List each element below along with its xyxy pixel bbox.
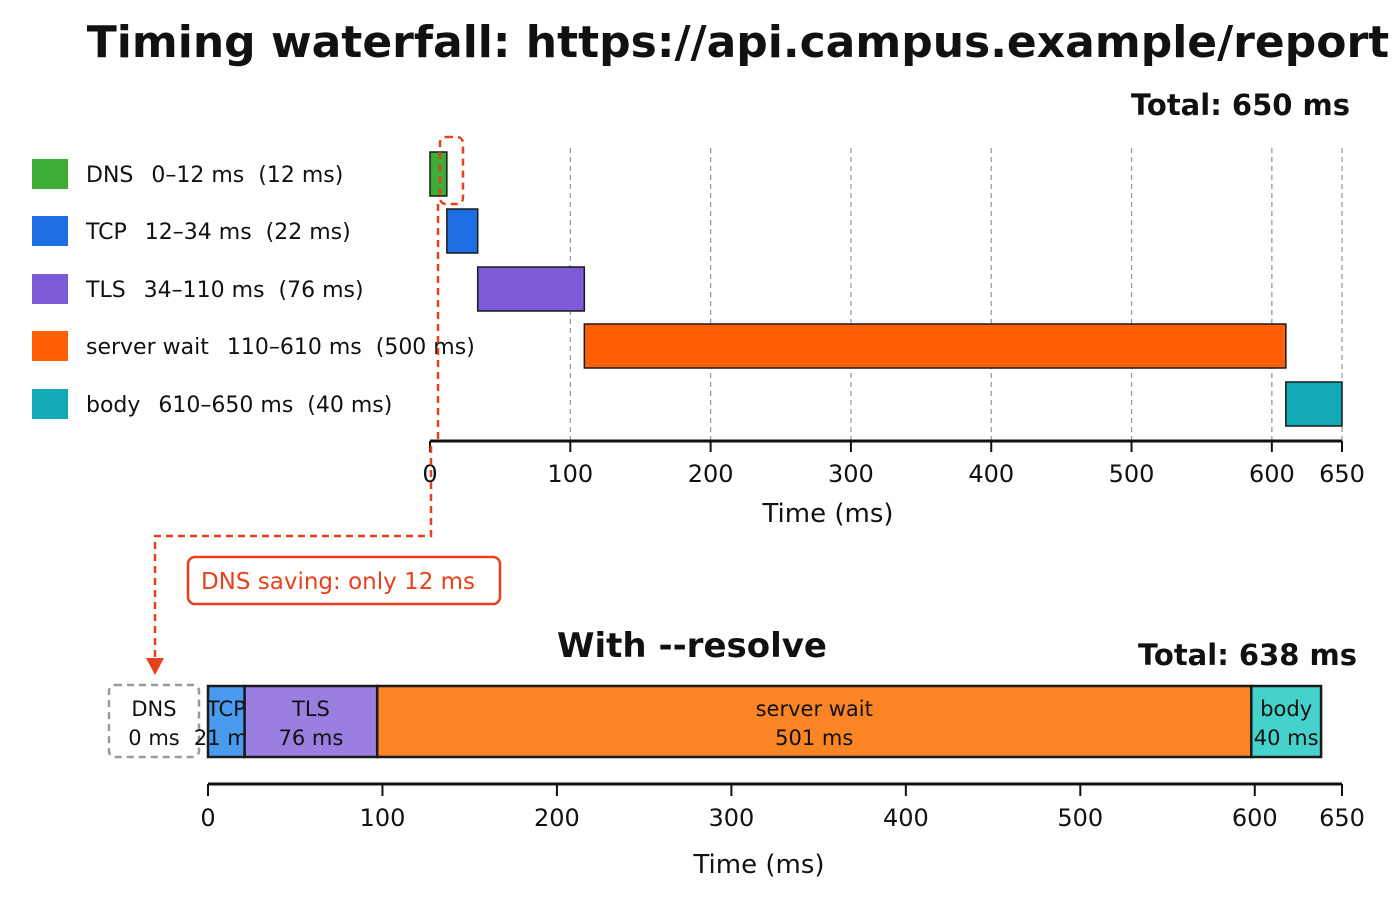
removed-dns-name: DNS — [131, 697, 176, 721]
legend-phase-duration: (500 ms) — [376, 335, 475, 360]
legend-phase-range: 610–650 ms — [158, 393, 293, 418]
legend-phase-name: body — [86, 393, 140, 418]
segment-name-tcp: TCP — [206, 697, 246, 721]
top-x-axis-label: Time (ms) — [761, 499, 893, 529]
bar-tcp — [446, 208, 479, 254]
segment-value-body: 40 ms — [1254, 726, 1319, 750]
bottom-tick-label-400: 400 — [883, 804, 929, 832]
bottom-tick-label-600: 600 — [1232, 804, 1278, 832]
chart-title: Timing waterfall: https://api.campus.exa… — [87, 17, 1389, 68]
removed-dns-value: 0 ms — [128, 726, 179, 750]
top-tick-label-400: 400 — [968, 460, 1014, 488]
legend-phase-duration: (12 ms) — [258, 163, 343, 188]
top-bars — [429, 151, 1343, 427]
segment-value-server-wait: 501 ms — [775, 726, 853, 750]
dns-saving-box — [186, 555, 502, 606]
bar-dns — [429, 151, 448, 197]
bottom-tick-label-0: 0 — [200, 804, 215, 832]
top-tick-label-300: 300 — [828, 460, 874, 488]
segment-server-wait — [375, 684, 1253, 759]
legend-phase-duration: (22 ms) — [266, 220, 351, 245]
legend-phase-range: 0–12 ms — [151, 163, 244, 188]
segment-value-tls: 76 ms — [279, 726, 344, 750]
bottom-x-ticks: 0 100 200 300 400 500 600 650 — [200, 784, 1365, 832]
top-total-label: Total: 650 ms — [1131, 88, 1350, 122]
top-tick-label-100: 100 — [547, 460, 593, 488]
legend-swatch-body — [32, 389, 68, 419]
bar-tls — [476, 266, 586, 312]
dns-highlight-box — [438, 135, 465, 206]
segment-name-tls: TLS — [291, 697, 330, 721]
bottom-chart-title: With --resolve — [557, 626, 827, 666]
callout-arrowhead-icon — [146, 658, 164, 675]
legend-phase-name: TLS — [85, 278, 126, 303]
legend-phase-duration: (76 ms) — [279, 278, 364, 303]
bar-body — [1285, 381, 1343, 427]
bottom-x-axis-label: Time (ms) — [692, 850, 824, 880]
bottom-total-label: Total: 638 ms — [1138, 638, 1357, 672]
legend-label-tls: TLS 34–110 ms (76 ms) — [85, 278, 364, 303]
top-tick-label-200: 200 — [688, 460, 734, 488]
legend-swatch-dns — [32, 159, 68, 189]
segment-name-body: body — [1260, 697, 1312, 721]
top-tick-label-600: 600 — [1249, 460, 1295, 488]
top-tick-label-500: 500 — [1109, 460, 1155, 488]
legend-swatch-tcp — [32, 216, 68, 246]
dns-callout-connector — [153, 204, 440, 658]
legend-swatch-tls — [32, 274, 68, 304]
legend-swatch-server-wait — [32, 331, 68, 361]
bottom-tick-label-200: 200 — [534, 804, 580, 832]
dns-saving-label: DNS saving: only 12 ms — [201, 569, 475, 595]
legend-label-body: body 610–650 ms (40 ms) — [86, 393, 392, 418]
bottom-tick-label-500: 500 — [1057, 804, 1103, 832]
legend: DNS 0–12 ms (12 ms) TCP 12–34 ms (22 ms) TLS 34… — [32, 159, 475, 419]
legend-label-server-wait: server wait 110–610 ms (500 ms) — [86, 335, 475, 360]
removed-dns-box — [107, 683, 201, 759]
legend-phase-range: 110–610 ms — [227, 335, 362, 360]
bar-server-wait — [583, 323, 1287, 369]
segment-name-server-wait: server wait — [756, 697, 873, 721]
top-x-ticks: 0 100 200 300 400 500 600 650 — [422, 441, 1365, 488]
legend-phase-range: 34–110 ms — [144, 278, 265, 303]
legend-phase-duration: (40 ms) — [307, 393, 392, 418]
segment-tls — [243, 684, 379, 759]
legend-label-dns: DNS 0–12 ms (12 ms) — [86, 163, 343, 188]
bottom-tick-label-300: 300 — [708, 804, 754, 832]
top-tick-label-650: 650 — [1319, 460, 1365, 488]
bottom-tick-label-100: 100 — [360, 804, 406, 832]
top-gridlines — [569, 148, 1343, 441]
legend-phase-name: DNS — [86, 163, 133, 188]
bottom-tick-label-650: 650 — [1319, 804, 1365, 832]
segment-body — [1250, 684, 1323, 759]
legend-phase-range: 12–34 ms — [145, 220, 252, 245]
legend-phase-name: server wait — [86, 335, 209, 360]
legend-phase-name: TCP — [85, 220, 127, 245]
legend-label-tcp: TCP 12–34 ms (22 ms) — [85, 220, 351, 245]
